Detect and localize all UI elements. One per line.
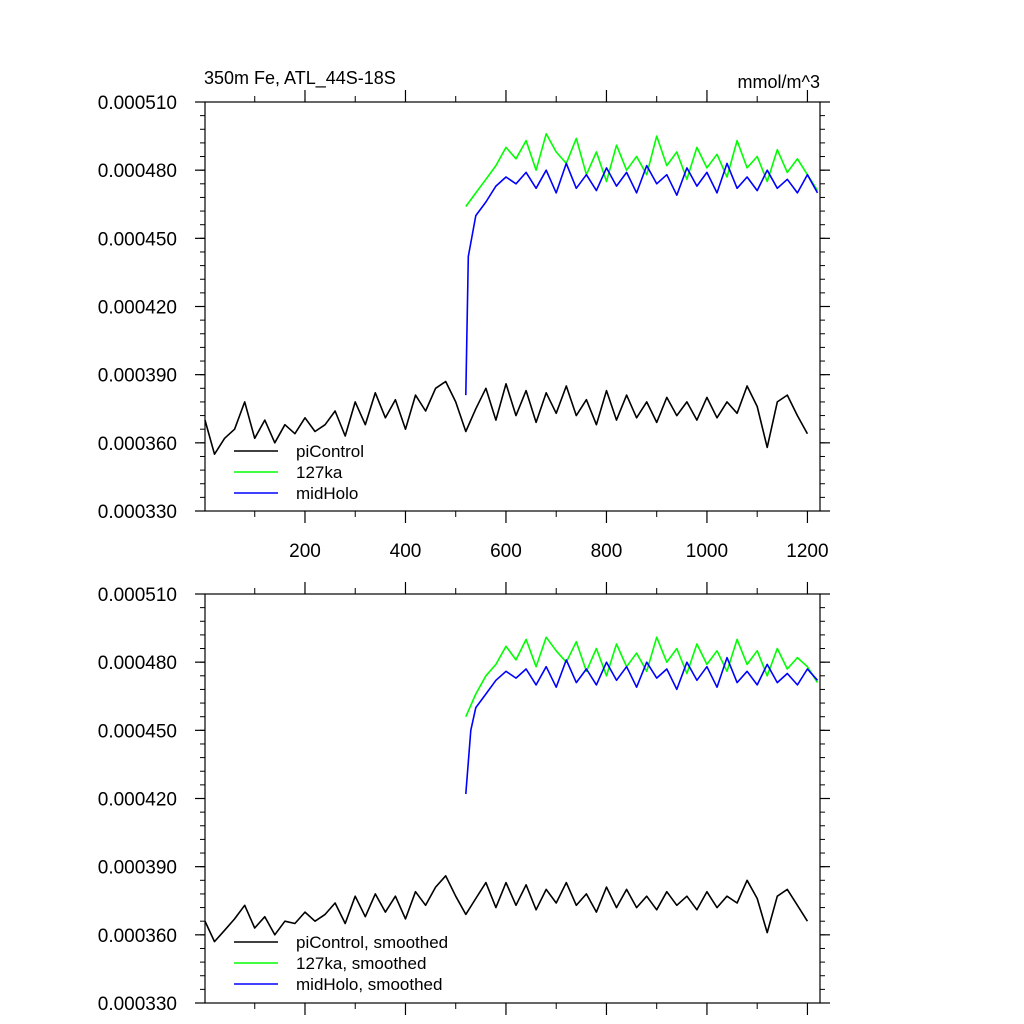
series-line xyxy=(465,656,819,795)
top-legend: piControl 127ka midHolo xyxy=(234,442,364,503)
legend-label: 127ka xyxy=(296,463,343,482)
legend-label: midHolo, smoothed xyxy=(296,975,442,994)
series-line xyxy=(465,162,819,396)
y-tick-label: 0.000360 xyxy=(98,926,177,947)
y-tick-label: 0.000480 xyxy=(98,653,177,674)
y-tick-label: 0.000390 xyxy=(98,858,177,879)
top-plot-frame xyxy=(204,101,821,512)
y-tick-label: 0.000390 xyxy=(98,366,177,387)
y-tick-label: 0.000330 xyxy=(98,994,177,1015)
x-tick-label: 400 xyxy=(390,541,422,562)
x-tick-label: 800 xyxy=(591,541,623,562)
y-tick-label: 0.000360 xyxy=(98,434,177,455)
y-tick-label: 0.000450 xyxy=(98,229,177,250)
y-tick-label: 0.000330 xyxy=(98,502,177,523)
series-line xyxy=(465,636,819,718)
series-line xyxy=(465,133,819,207)
bottom-legend: piControl, smoothed 127ka, smoothed midHol… xyxy=(234,933,448,994)
y-tick-label: 0.000480 xyxy=(98,161,177,182)
bottom-series-lines xyxy=(204,636,819,943)
x-tick-label: 1000 xyxy=(686,541,728,562)
chart-title: 350m Fe, ATL_44S-18S xyxy=(204,68,396,89)
y-tick-label: 0.000420 xyxy=(98,298,177,319)
y-tick-label: 0.000510 xyxy=(98,585,177,606)
legend-label: midHolo xyxy=(296,484,358,503)
series-line xyxy=(204,874,809,943)
units-label: mmol/m^3 xyxy=(738,72,820,92)
top-x-tick-labels: 200 400 600 800 1000 1200 xyxy=(289,541,828,562)
bottom-panel: 0.000330 0.000360 0.000390 0.000420 0.000450… xyxy=(98,582,830,1015)
x-tick-label: 1200 xyxy=(786,541,828,562)
y-tick-label: 0.000450 xyxy=(98,721,177,742)
top-panel: 350m Fe, ATL_44S-18S mmol/m^3 0.0003300.… xyxy=(98,68,830,562)
legend-label: piControl xyxy=(296,442,364,461)
y-tick-label: 0.000420 xyxy=(98,790,177,811)
bottom-plot-frame xyxy=(204,593,821,1004)
top-series-lines xyxy=(204,133,819,456)
bottom-axes-ticks xyxy=(195,582,830,1015)
legend-label: 127ka, smoothed xyxy=(296,954,426,973)
top-axes-ticks xyxy=(195,90,830,523)
y-tick-label: 0.000510 xyxy=(98,93,177,114)
legend-label: piControl, smoothed xyxy=(296,933,448,952)
x-tick-label: 600 xyxy=(490,541,522,562)
bottom-y-tick-labels: 0.000330 0.000360 0.000390 0.000420 0.000450… xyxy=(98,585,177,1015)
x-tick-label: 200 xyxy=(289,541,321,562)
top-y-tick-labels: 0.000330 0.000360 0.000390 0.000420 0.000450… xyxy=(98,93,177,523)
series-line xyxy=(204,380,809,456)
